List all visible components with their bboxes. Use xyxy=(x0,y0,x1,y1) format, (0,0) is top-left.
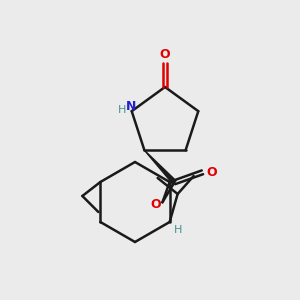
Text: N: N xyxy=(125,100,136,113)
Text: O: O xyxy=(150,198,161,211)
Polygon shape xyxy=(144,150,176,184)
Text: H: H xyxy=(118,105,126,115)
Text: O: O xyxy=(206,166,217,179)
Text: H: H xyxy=(173,225,182,235)
Text: O: O xyxy=(160,49,170,62)
